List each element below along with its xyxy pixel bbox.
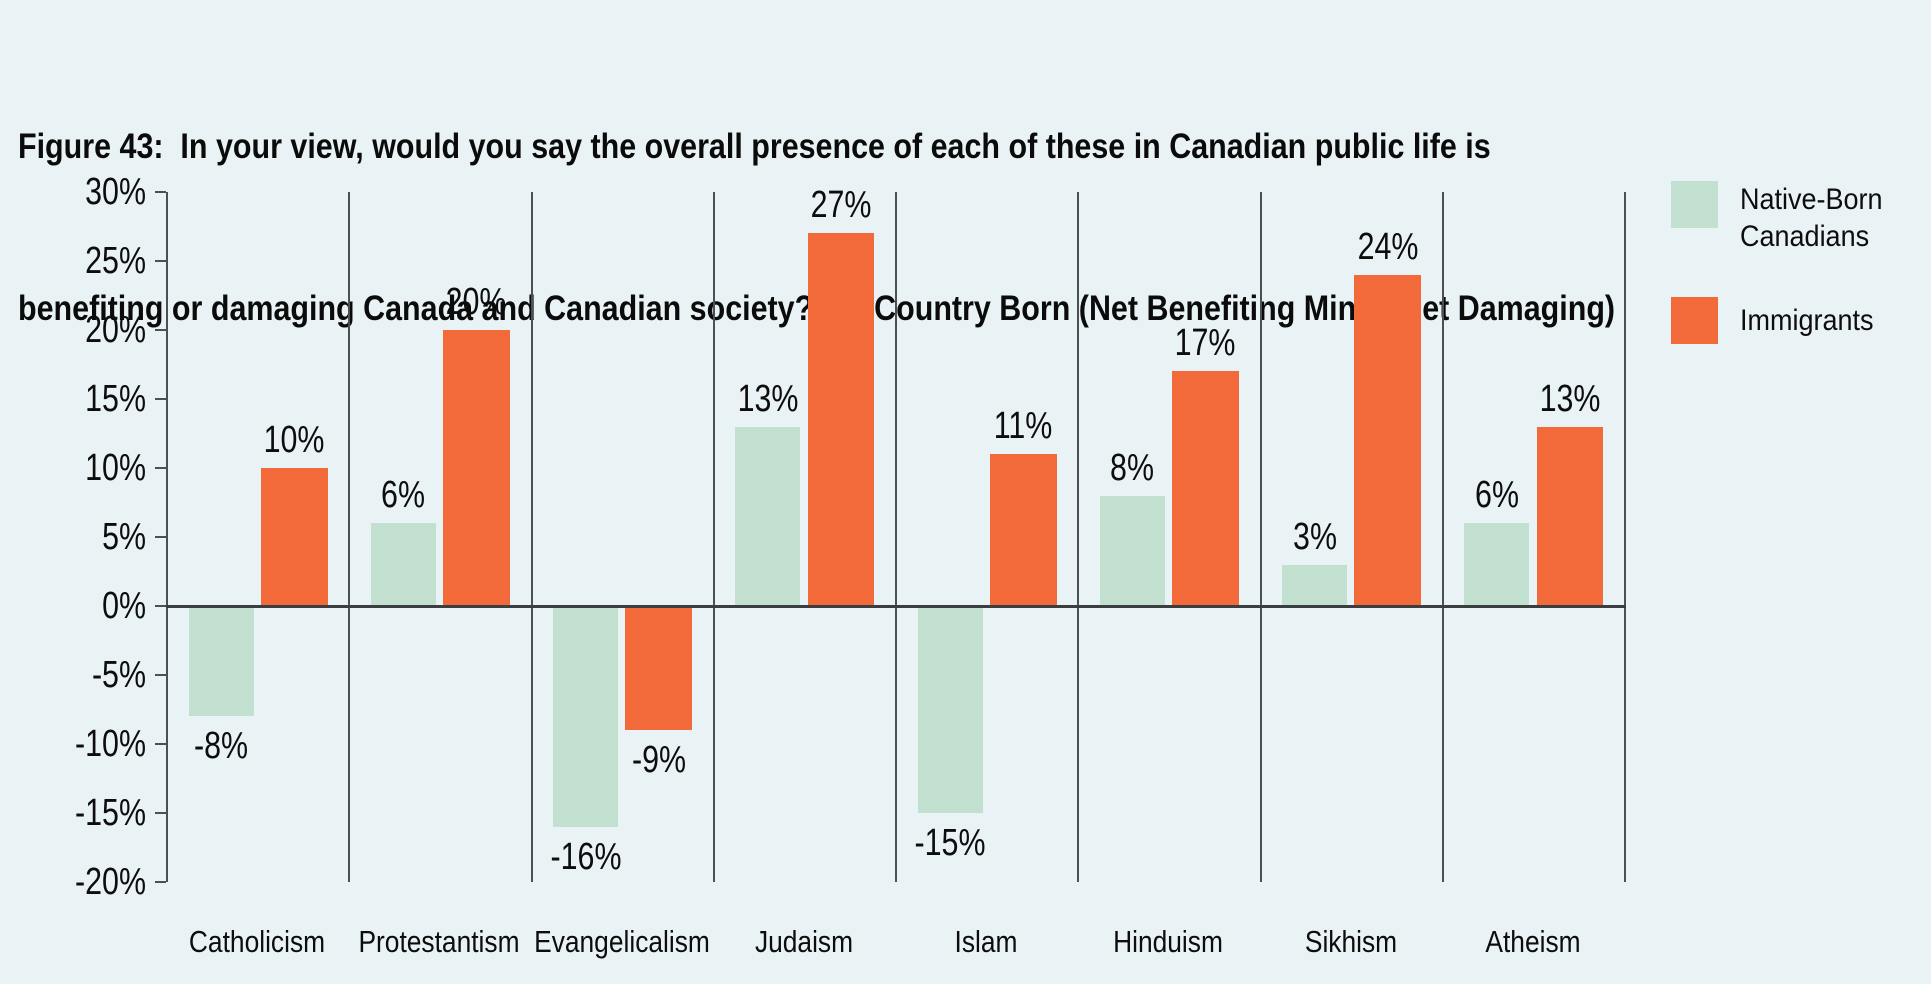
bar-value-label: 20% (445, 281, 507, 323)
bar-native-born-hinduism (1099, 495, 1165, 606)
bar-value-label: -9% (631, 739, 686, 782)
bar-groups: -8% 10% 6% 20% -16% -9% 13% 27% -15% 11% 8% 17% 3% 24… (168, 185, 1626, 882)
y-axis-tick (155, 743, 166, 745)
category-group-sikhism: 3% 24% (1262, 192, 1444, 882)
legend-label-immigrants: Immigrants (1740, 304, 1874, 337)
category-group-catholicism: -8% 10% (168, 192, 351, 882)
bar-value-label: -16% (550, 835, 622, 878)
y-axis-tick (155, 674, 166, 676)
bar-value-label: 8% (1110, 446, 1155, 489)
y-axis-tick (155, 398, 166, 400)
plot-area: -8% 10% 6% 20% -16% -9% 13% 27% -15% 11% 8% 17% 3% 24… (166, 185, 1626, 882)
category-group-atheism: 6% 13% (1444, 192, 1626, 882)
bar-immigrants-atheism (1536, 426, 1604, 606)
bar-value-label: 3% (1292, 515, 1337, 558)
x-axis-label-protestantism: Protestantism (358, 924, 520, 959)
legend-item-native-born: Native-Born Canadians (1671, 181, 1930, 255)
bar-value-label: 6% (381, 474, 426, 517)
bar-value-label: 13% (737, 377, 799, 420)
bar-value-label: 24% (1357, 225, 1419, 268)
bar-value-label: -15% (914, 822, 986, 864)
y-axis-tick (155, 881, 166, 883)
y-axis-label: 0% (102, 585, 146, 627)
y-axis-tick (155, 536, 166, 538)
category-group-evangelicalism: -16% -9% (533, 192, 715, 882)
bar-value-label: 11% (993, 405, 1053, 448)
bar-value-label: 13% (1539, 377, 1601, 420)
bar-native-born-judaism (735, 426, 801, 606)
y-axis-label: -20% (75, 861, 146, 903)
y-axis-label: 10% (85, 447, 146, 489)
y-axis-label: -10% (75, 723, 146, 765)
y-axis-label: 5% (102, 516, 146, 558)
legend-item-immigrants: Immigrants (1671, 297, 1930, 344)
bar-immigrants-evangelicalism (625, 606, 693, 731)
y-axis-label: -15% (75, 792, 146, 834)
x-axis-label-atheism: Atheism (1485, 924, 1581, 959)
x-axis-label-catholicism: Catholicism (189, 924, 326, 959)
bar-immigrants-islam (989, 454, 1057, 606)
bar-value-label: 27% (810, 184, 872, 227)
bar-native-born-islam (917, 606, 983, 813)
legend-swatch-native-born (1671, 181, 1718, 228)
bar-immigrants-judaism (807, 233, 875, 606)
bar-value-label: 10% (263, 419, 325, 461)
legend-label-native-born: Native-Born Canadians (1740, 183, 1883, 253)
bar-immigrants-catholicism (260, 468, 328, 606)
x-axis-label-islam: Islam (954, 924, 1018, 959)
category-group-protestantism: 6% 20% (350, 192, 533, 882)
bar-native-born-sikhism (1282, 564, 1348, 606)
bar-immigrants-hinduism (1172, 371, 1239, 606)
y-axis-tick (155, 605, 166, 607)
bar-immigrants-sikhism (1354, 274, 1422, 606)
bar-immigrants-protestantism (443, 330, 510, 606)
x-axis-label-hinduism: Hinduism (1113, 924, 1224, 959)
bar-value-label: 17% (1174, 322, 1236, 365)
y-axis-tick (155, 467, 166, 469)
bar-value-label: -8% (194, 725, 249, 768)
bar-native-born-catholicism (188, 606, 254, 717)
x-axis-label-evangelicalism: Evangelicalism (533, 924, 710, 959)
category-group-islam: -15% 11% (897, 192, 1080, 882)
y-axis-tick (155, 812, 166, 814)
y-axis-label: -5% (91, 654, 146, 696)
zero-baseline (166, 605, 1626, 608)
category-group-judaism: 13% 27% (715, 185, 897, 882)
figure-title-line1: Figure 43: In your view, would you say t… (18, 127, 1491, 166)
bar-native-born-protestantism (370, 523, 436, 606)
chart-legend: Native-Born Canadians Immigrants (1671, 181, 1930, 344)
x-axis-label-sikhism: Sikhism (1304, 924, 1397, 959)
bar-native-born-evangelicalism (553, 606, 619, 827)
category-group-hinduism: 8% 17% (1079, 192, 1262, 882)
figure-title: Figure 43: In your view, would you say t… (18, 12, 1615, 390)
bar-native-born-atheism (1464, 523, 1530, 606)
bar-value-label: 6% (1474, 474, 1519, 517)
legend-swatch-immigrants (1671, 297, 1718, 344)
x-axis-label-judaism: Judaism (754, 924, 853, 959)
